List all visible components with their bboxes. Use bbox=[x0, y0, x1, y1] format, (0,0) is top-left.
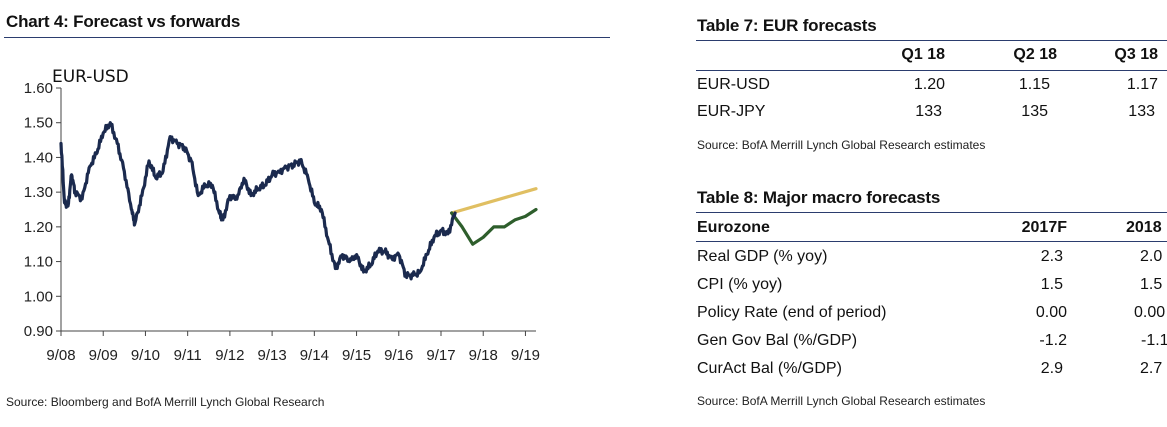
table7-row-label: EUR-USD bbox=[697, 76, 770, 93]
table8-col-2017f: 2017F bbox=[1021, 219, 1067, 236]
table7-title: Table 7: EUR forecasts bbox=[697, 16, 877, 35]
y-tick-label: 1.30 bbox=[24, 184, 53, 201]
table8-title-rule bbox=[696, 212, 1167, 213]
table7-cell: 1.17 bbox=[1126, 76, 1158, 93]
table7-col-q2-18: Q2 18 bbox=[1013, 46, 1057, 63]
x-tick-label: 9/09 bbox=[89, 347, 118, 364]
table8-header-rule bbox=[696, 241, 1167, 242]
table8-cell: 1.5 bbox=[1140, 276, 1163, 293]
table7-cell: 133 bbox=[915, 103, 942, 120]
x-tick-label: 9/15 bbox=[342, 347, 371, 364]
x-tick-label: 9/19 bbox=[511, 347, 540, 364]
y-tick-label: 1.60 bbox=[24, 80, 53, 97]
y-tick-label: 1.40 bbox=[24, 149, 53, 166]
table8-row-label: Gen Gov Bal (%/GDP) bbox=[697, 332, 858, 349]
y-axis-label: EUR-USD bbox=[52, 67, 129, 87]
chart-title: Chart 4: Forecast vs forwards bbox=[6, 12, 241, 31]
table8-cell: 0.00 bbox=[1134, 304, 1166, 321]
x-tick-label: 9/08 bbox=[46, 347, 75, 364]
table7-row-label: EUR-JPY bbox=[697, 103, 766, 120]
x-tick-label: 9/13 bbox=[258, 347, 287, 364]
table8-row-label: CurAct Bal (%/GDP) bbox=[697, 360, 842, 377]
eur-usd-line-chart: EUR-USD 0.90 1.00 1.10 1.20 1.30 1.40 1.50 1.60… bbox=[24, 67, 540, 364]
x-tick-label: 9/10 bbox=[131, 347, 160, 364]
table8-cell: -1.1 bbox=[1141, 332, 1167, 349]
table7-title-rule bbox=[696, 40, 1167, 41]
table7-cell: 1.20 bbox=[913, 76, 945, 93]
table7-cell: 135 bbox=[1021, 103, 1048, 120]
table8-title: Table 8: Major macro forecasts bbox=[697, 188, 941, 207]
table8-header-label: Eurozone bbox=[697, 219, 770, 236]
chart-source: Source: Bloomberg and BofA Merrill Lynch… bbox=[6, 395, 325, 409]
x-tick-label: 9/17 bbox=[426, 347, 455, 364]
x-tick-label: 9/11 bbox=[174, 347, 202, 364]
table8-cell: 0.00 bbox=[1035, 304, 1067, 321]
table8-cell: 2.7 bbox=[1140, 360, 1163, 377]
y-tick-label: 0.90 bbox=[24, 323, 53, 340]
table7-cell: 133 bbox=[1128, 103, 1155, 120]
table8-cell: 1.5 bbox=[1040, 276, 1063, 293]
series-line-spot bbox=[59, 121, 457, 281]
table7-cell: 1.15 bbox=[1018, 76, 1050, 93]
series-line-forecast bbox=[450, 207, 538, 246]
chart-title-rule bbox=[4, 37, 610, 38]
table7-col-q3-18: Q3 18 bbox=[1114, 46, 1158, 63]
x-tick-label: 9/14 bbox=[300, 347, 329, 364]
x-tick-label: 9/16 bbox=[384, 347, 413, 364]
y-tick-label: 1.20 bbox=[24, 219, 53, 236]
table8-row-label: Policy Rate (end of period) bbox=[697, 304, 887, 321]
y-tick-label: 1.10 bbox=[24, 254, 53, 271]
table8-cell: 2.9 bbox=[1040, 360, 1063, 377]
table7-source: Source: BofA Merrill Lynch Global Resear… bbox=[697, 138, 986, 152]
x-tick-label: 9/12 bbox=[215, 347, 244, 364]
table7-header-rule bbox=[696, 70, 1167, 71]
y-tick-label: 1.00 bbox=[24, 288, 53, 305]
x-tick-label: 9/18 bbox=[469, 347, 498, 364]
table8-source: Source: BofA Merrill Lynch Global Resear… bbox=[697, 394, 986, 408]
table8-cell: 2.3 bbox=[1040, 248, 1063, 265]
y-tick-label: 1.50 bbox=[24, 115, 53, 132]
table8-col-2018: 2018 bbox=[1126, 219, 1162, 236]
table8-row-label: Real GDP (% yoy) bbox=[697, 248, 828, 265]
table8-cell: -1.2 bbox=[1039, 332, 1067, 349]
table7-col-q1-18: Q1 18 bbox=[901, 46, 945, 63]
series-line-forwards bbox=[450, 187, 538, 215]
table8-cell: 2.0 bbox=[1140, 248, 1163, 265]
table8-row-label: CPI (% yoy) bbox=[697, 276, 783, 293]
